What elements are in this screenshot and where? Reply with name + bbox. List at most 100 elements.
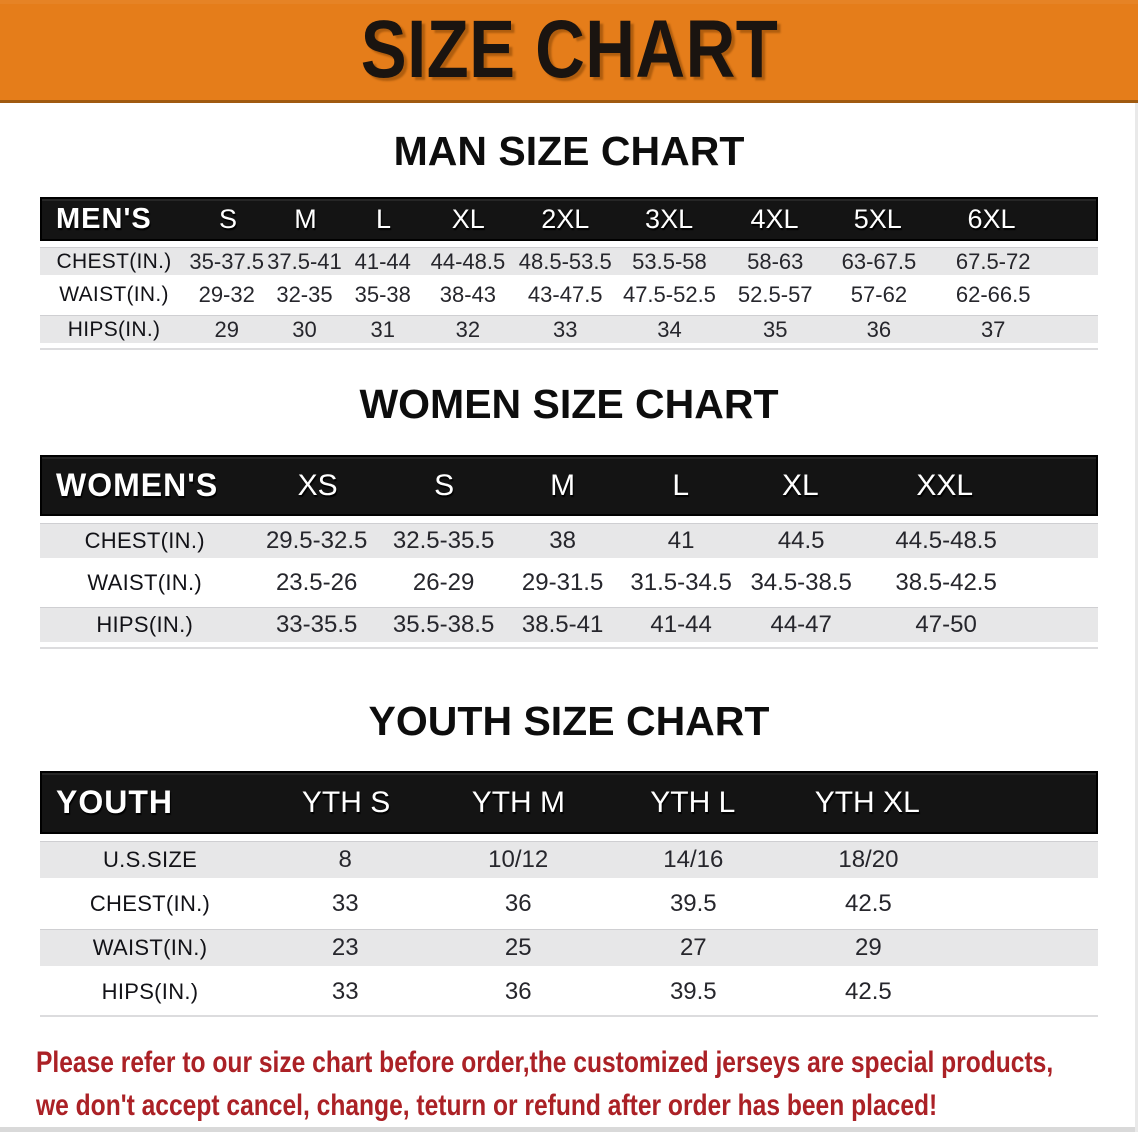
column-header: M (294, 203, 317, 234)
size-value: 32-35 (276, 282, 333, 307)
column-header: YTH XL (814, 785, 920, 819)
size-value: 39.5 (669, 977, 717, 1005)
column-header: 4XL (750, 203, 799, 234)
size-value: 32 (455, 316, 481, 342)
row-label: CHEST(IN.) (84, 528, 205, 553)
youth-size-table: YOUTH YTH S YTH M YTH L YTH XL U.S.SIZE 8 10/12… (40, 771, 1098, 1017)
table-name: WOMEN'S (56, 467, 219, 503)
row-label: CHEST(IN.) (56, 249, 172, 273)
column-header: 6XL (967, 203, 1016, 234)
size-value: 32.5-35.5 (392, 527, 495, 554)
column-header: YTH S (301, 785, 391, 819)
column-header: XS (297, 468, 338, 502)
size-value: 29.5-32.5 (265, 527, 368, 554)
size-value: 44.5-48.5 (895, 527, 997, 554)
size-value: 38-43 (439, 282, 497, 307)
row-label: U.S.SIZE (102, 847, 198, 872)
column-header: L (375, 203, 391, 234)
row-label: HIPS(IN.) (67, 317, 161, 341)
column-header: 5XL (853, 203, 902, 234)
banner: SIZE CHART (0, 0, 1138, 103)
size-value: 30 (292, 316, 317, 342)
size-value: 29-32 (198, 282, 255, 307)
size-value: 31 (370, 316, 395, 342)
size-charts: MAN SIZE CHART MEN'S S M L XL 2XL 3XL 4XL 5XL 6XL… (0, 129, 1138, 1017)
size-value: 44-48.5 (430, 248, 506, 274)
table-row: HIPS(IN.) 29 30 31 32 33 34 35 36 37 (40, 315, 1098, 343)
size-value: 35-37.5 (189, 248, 265, 274)
banner-title: SIZE CHART (360, 4, 778, 95)
row-label: HIPS(IN.) (96, 612, 194, 637)
row-label: HIPS(IN.) (101, 978, 199, 1004)
size-value: 37.5-41 (267, 248, 342, 274)
man-size-chart-section: MAN SIZE CHART MEN'S S M L XL 2XL 3XL 4XL 5XL 6XL… (0, 129, 1138, 350)
size-value: 29 (214, 316, 239, 342)
youth-size-chart-heading: YOUTH SIZE CHART (368, 698, 770, 744)
table-header-row: MEN'S S M L XL 2XL 3XL 4XL 5XL 6XL (40, 197, 1098, 241)
table-row: WAIST(IN.) 29-32 32-35 35-38 38-43 43-47.5 47.… (40, 281, 1098, 309)
size-value: 48.5-53.5 (518, 248, 612, 274)
size-value: 34 (657, 316, 682, 342)
size-value: 39.5 (669, 889, 717, 917)
column-header: 2XL (541, 203, 590, 234)
column-header: YTH L (650, 785, 736, 819)
size-value: 42.5 (845, 889, 892, 917)
table-row: CHEST(IN.) 35-37.5 37.5-41 41-44 44-48.5 48.5… (40, 247, 1098, 275)
table-row: HIPS(IN.) 33-35.5 35.5-38.5 38.5-41 41-44 44-… (40, 607, 1098, 642)
size-value: 36 (866, 316, 892, 342)
size-value: 42.5 (845, 977, 892, 1005)
table-row: WAIST(IN.) 23.5-26 26-29 29-31.5 31.5-34.5 34… (40, 565, 1098, 600)
size-value: 36 (504, 889, 532, 917)
size-value: 33 (331, 977, 359, 1005)
table-row: CHEST(IN.) 33 36 39.5 42.5 (40, 885, 1098, 922)
table-row: U.S.SIZE 8 10/12 14/16 18/20 (40, 841, 1098, 878)
size-value: 26-29 (412, 568, 475, 596)
row-label: WAIST(IN.) (59, 283, 169, 306)
table-name: YOUTH (56, 784, 173, 820)
column-header: XXL (916, 468, 974, 502)
table-name: MEN'S (56, 202, 152, 235)
size-value: 37 (980, 316, 1006, 342)
man-size-chart-heading: MAN SIZE CHART (393, 128, 745, 174)
size-value: 44.5 (777, 527, 825, 554)
size-value: 31.5-34.5 (630, 568, 732, 596)
size-value: 52.5-57 (737, 282, 813, 307)
row-label: WAIST(IN.) (92, 935, 208, 960)
size-value: 23.5-26 (275, 568, 358, 596)
size-value: 33-35.5 (275, 611, 358, 638)
column-header: 3XL (645, 203, 694, 234)
size-value: 58-63 (747, 248, 804, 274)
row-label: CHEST(IN.) (89, 890, 211, 916)
column-header: S (219, 203, 238, 234)
youth-size-chart-section: YOUTH SIZE CHART YOUTH YTH S YTH M YTH L YTH… (0, 699, 1138, 1017)
size-value: 38 (549, 527, 576, 554)
size-value: 23 (331, 934, 359, 961)
size-value: 8 (338, 846, 352, 873)
disclaimer-line-1: Please refer to our size chart before or… (36, 1046, 1054, 1079)
women-size-chart-section: WOMEN SIZE CHART WOMEN'S XS S M L XL XXL CHEST(… (0, 382, 1138, 649)
table-header-row: YOUTH YTH S YTH M YTH L YTH XL (40, 771, 1098, 834)
table-row: HIPS(IN.) 33 36 39.5 42.5 (40, 973, 1098, 1010)
size-value: 14/16 (663, 846, 724, 873)
column-header: YTH M (471, 785, 566, 819)
size-value: 35 (763, 316, 788, 342)
size-value: 29 (855, 934, 882, 961)
size-value: 34.5-38.5 (750, 568, 852, 596)
table-row: CHEST(IN.) 29.5-32.5 32.5-35.5 38 41 44.5 44.5… (40, 523, 1098, 558)
table-row: WAIST(IN.) 23 25 27 29 (40, 929, 1098, 966)
size-value: 47-50 (915, 611, 977, 638)
row-label: WAIST(IN.) (87, 569, 203, 595)
size-value: 25 (504, 934, 532, 961)
size-value: 57-62 (850, 282, 908, 307)
size-value: 10/12 (488, 846, 549, 873)
size-value: 18/20 (838, 846, 899, 873)
men-size-table: MEN'S S M L XL 2XL 3XL 4XL 5XL 6XL CHEST(IN.) 35-37… (40, 197, 1098, 350)
disclaimer-line-2: we don't accept cancel, change, teturn o… (36, 1089, 938, 1122)
image-bottom-edge (0, 1127, 1138, 1132)
column-header: XL (451, 203, 485, 234)
size-value: 35-38 (354, 282, 411, 307)
size-value: 41 (667, 527, 695, 554)
size-value: 67.5-72 (955, 248, 1031, 274)
size-value: 38.5-42.5 (895, 568, 997, 596)
